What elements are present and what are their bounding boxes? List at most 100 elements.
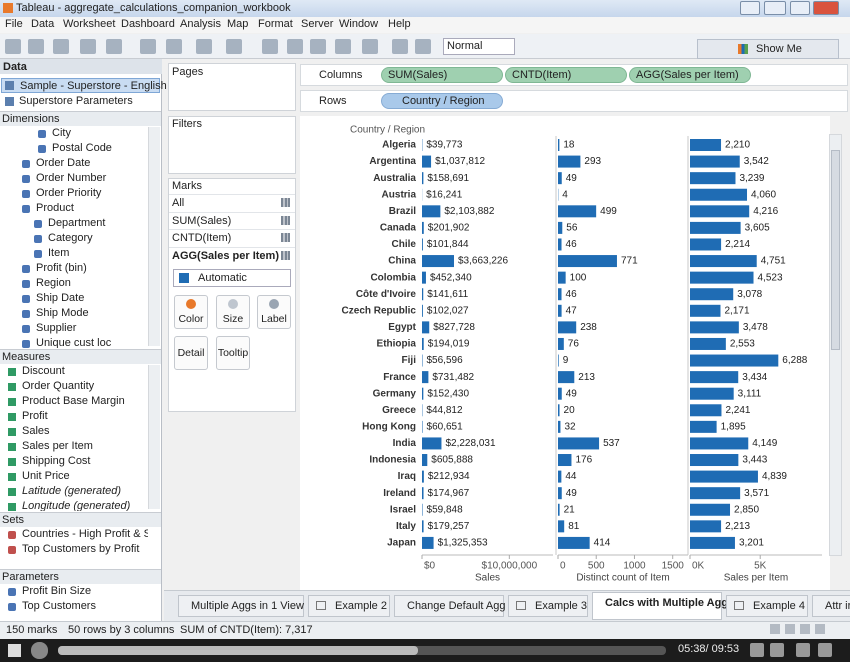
column-pill[interactable]: SUM(Sales) bbox=[381, 67, 503, 83]
field[interactable]: Shipping Cost bbox=[22, 455, 91, 467]
toolbar-icon[interactable] bbox=[80, 39, 96, 54]
field-icon bbox=[8, 458, 16, 466]
stop-button[interactable] bbox=[8, 644, 21, 657]
toolbar-icon[interactable] bbox=[53, 39, 69, 54]
toolbar-icon[interactable] bbox=[140, 39, 156, 54]
field[interactable]: Latitude (generated) bbox=[22, 485, 121, 497]
field[interactable]: Profit Bin Size bbox=[22, 585, 91, 597]
toolbar-icon[interactable] bbox=[166, 39, 182, 54]
sheet-tab[interactable]: Multiple Aggs in 1 View bbox=[178, 595, 304, 617]
pause-button[interactable] bbox=[31, 642, 48, 659]
marks-tab[interactable]: CNTD(Item) bbox=[169, 229, 295, 246]
column-pill[interactable]: CNTD(Item) bbox=[505, 67, 627, 83]
field[interactable]: Region bbox=[36, 277, 71, 289]
window-button[interactable] bbox=[813, 1, 839, 15]
field[interactable]: Product bbox=[36, 202, 74, 214]
chart-scroll-thumb[interactable] bbox=[831, 150, 840, 350]
field[interactable]: Ship Mode bbox=[36, 307, 89, 319]
menu-item[interactable]: File bbox=[5, 18, 23, 30]
data-source[interactable]: Sample - Superstore - English ... bbox=[1, 78, 160, 93]
menu-item[interactable]: Worksheet bbox=[63, 18, 115, 30]
player-button[interactable] bbox=[770, 643, 784, 657]
toolbar-icon[interactable] bbox=[196, 39, 212, 54]
toolbar-icon[interactable] bbox=[5, 39, 21, 54]
field[interactable]: Order Priority bbox=[36, 187, 101, 199]
marks-tab[interactable]: AGG(Sales per Item) bbox=[169, 247, 295, 264]
window-button[interactable] bbox=[764, 1, 786, 15]
menu-item[interactable]: Map bbox=[227, 18, 248, 30]
field[interactable]: Top Customers bbox=[22, 600, 96, 612]
menu-item[interactable]: Dashboard bbox=[121, 18, 175, 30]
data-source[interactable]: Superstore Parameters bbox=[1, 94, 160, 109]
mark-type-dropdown[interactable]: Automatic bbox=[173, 269, 291, 287]
toolbar-icon[interactable] bbox=[362, 39, 378, 54]
player-button[interactable] bbox=[796, 643, 810, 657]
field[interactable]: Order Date bbox=[36, 157, 90, 169]
field[interactable]: Sales bbox=[22, 425, 50, 437]
bar bbox=[558, 156, 580, 168]
menu-item[interactable]: Format bbox=[258, 18, 293, 30]
field[interactable]: City bbox=[52, 127, 71, 139]
row-pill[interactable]: Country / Region bbox=[381, 93, 503, 109]
value-label: $39,773 bbox=[426, 140, 463, 151]
menu-item[interactable]: Window bbox=[339, 18, 378, 30]
field[interactable]: Unique cust loc bbox=[36, 337, 111, 348]
field[interactable]: Supplier bbox=[36, 322, 76, 334]
field[interactable]: Order Quantity bbox=[22, 380, 94, 392]
player-button[interactable] bbox=[818, 643, 832, 657]
bar bbox=[690, 272, 754, 284]
sheet-tab[interactable]: Change Default Agg bbox=[394, 595, 504, 617]
tab-nav-button[interactable] bbox=[785, 624, 795, 634]
value-label: $212,934 bbox=[428, 471, 470, 482]
field[interactable]: Unit Price bbox=[22, 470, 70, 482]
toolbar-icon[interactable] bbox=[392, 39, 408, 54]
field[interactable]: Postal Code bbox=[52, 142, 112, 154]
field[interactable]: Category bbox=[48, 232, 93, 244]
sheet-tab[interactable]: Calcs with Multiple Aggs bbox=[592, 592, 722, 620]
field[interactable]: Item bbox=[48, 247, 69, 259]
field[interactable]: Product Base Margin bbox=[22, 395, 125, 407]
field[interactable]: Longitude (generated) bbox=[22, 500, 130, 511]
sheet-tab[interactable]: Attr ir bbox=[812, 595, 850, 617]
bar bbox=[558, 388, 562, 400]
toolbar-icon[interactable] bbox=[226, 39, 242, 54]
field[interactable]: Department bbox=[48, 217, 105, 229]
format-dropdown[interactable]: Normal bbox=[443, 38, 515, 55]
field[interactable]: Top Customers by Profit bbox=[22, 543, 139, 555]
field[interactable]: Profit bbox=[22, 410, 48, 422]
column-pill[interactable]: AGG(Sales per Item) bbox=[629, 67, 751, 83]
toolbar-icon[interactable] bbox=[310, 39, 326, 54]
toolbar-icon[interactable] bbox=[28, 39, 44, 54]
field[interactable]: Order Number bbox=[36, 172, 106, 184]
field[interactable]: Profit (bin) bbox=[36, 262, 87, 274]
menu-item[interactable]: Server bbox=[301, 18, 333, 30]
x-tick-label: 0 bbox=[560, 561, 566, 572]
value-label: 20 bbox=[564, 405, 576, 416]
menu-item[interactable]: Help bbox=[388, 18, 411, 30]
bar bbox=[690, 288, 733, 300]
window-button[interactable] bbox=[740, 1, 760, 15]
field[interactable]: Ship Date bbox=[36, 292, 84, 304]
toolbar-icon[interactable] bbox=[415, 39, 431, 54]
toolbar-icon[interactable] bbox=[287, 39, 303, 54]
marks-tab[interactable]: All bbox=[169, 194, 295, 211]
window-button[interactable] bbox=[790, 1, 810, 15]
field-icon bbox=[22, 160, 30, 168]
player-button[interactable] bbox=[750, 643, 764, 657]
tab-nav-button[interactable] bbox=[815, 624, 825, 634]
bar bbox=[422, 421, 423, 433]
toolbar-icon[interactable] bbox=[106, 39, 122, 54]
show-me-button[interactable]: Show Me bbox=[697, 39, 839, 59]
menu-item[interactable]: Data bbox=[31, 18, 54, 30]
menu-item[interactable]: Analysis bbox=[180, 18, 221, 30]
marks-tab[interactable]: SUM(Sales) bbox=[169, 212, 295, 229]
toolbar-icon[interactable] bbox=[262, 39, 278, 54]
toolbar-icon[interactable] bbox=[335, 39, 351, 54]
field[interactable]: Discount bbox=[22, 365, 65, 377]
tab-nav-button[interactable] bbox=[770, 624, 780, 634]
bar bbox=[558, 321, 576, 333]
field[interactable]: Sales per Item bbox=[22, 440, 93, 452]
field[interactable]: Countries - High Profit & Sales bbox=[22, 528, 148, 540]
tab-nav-button[interactable] bbox=[800, 624, 810, 634]
bar bbox=[690, 471, 758, 483]
